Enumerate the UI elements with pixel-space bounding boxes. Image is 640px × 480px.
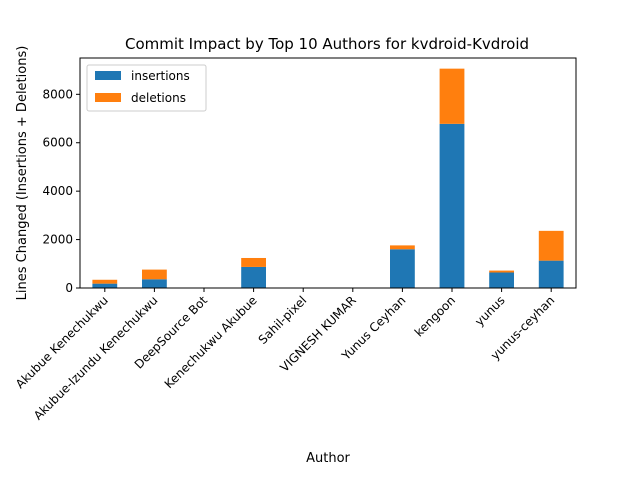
y-tick-label: 8000 <box>42 87 73 101</box>
legend-swatch-insertions <box>95 71 121 80</box>
x-tick-label: Sahil-pixel <box>256 293 310 347</box>
bar-insertions <box>439 123 465 288</box>
x-tick-label: Akubue Kenechukwu <box>13 293 111 391</box>
plot-frame <box>79 57 577 289</box>
x-axis-label: Author <box>306 451 350 466</box>
x-tick-label: Kenechukwu Akubue <box>162 293 260 391</box>
bar-insertions <box>538 260 564 288</box>
chart-title: Commit Impact by Top 10 Authors for kvdr… <box>125 35 529 53</box>
x-tick-label: kengoon <box>412 293 458 339</box>
bar-deletions <box>241 257 266 267</box>
bar-insertions <box>241 266 266 288</box>
bar-insertions <box>390 249 415 288</box>
y-tick-label: 4000 <box>42 184 73 198</box>
bar-deletions <box>142 269 167 280</box>
bars-layer <box>92 68 564 288</box>
y-tick-label: 0 <box>65 281 73 295</box>
x-tick-label: yunus <box>472 293 507 328</box>
legend-swatch-deletions <box>95 93 121 102</box>
y-tick-label: 6000 <box>42 136 73 150</box>
y-axis: 0 2000 4000 6000 8000 <box>42 87 80 295</box>
bar-insertions <box>142 279 167 288</box>
legend: insertions deletions <box>86 64 207 112</box>
bar-deletions <box>439 68 465 124</box>
bar-insertions <box>92 283 118 288</box>
legend-label-deletions: deletions <box>131 91 186 105</box>
bar-deletions <box>92 279 118 284</box>
legend-label-insertions: insertions <box>131 69 190 83</box>
y-axis-label: Lines Changed (Insertions + Deletions) <box>15 46 30 301</box>
y-tick-label: 2000 <box>42 233 73 247</box>
bar-insertions <box>489 272 514 288</box>
bar-deletions <box>538 230 564 261</box>
bar-deletions <box>489 270 514 273</box>
bar-deletions <box>390 245 415 250</box>
